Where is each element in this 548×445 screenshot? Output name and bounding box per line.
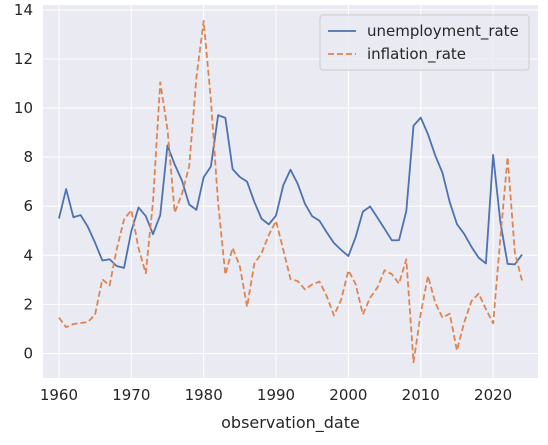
y-tick-label: 8 xyxy=(23,148,33,166)
y-tick-label: 2 xyxy=(23,295,33,313)
x-tick-label: 1970 xyxy=(112,386,150,404)
legend-label-inflation-rate: inflation_rate xyxy=(367,45,466,64)
x-tick-label: 2010 xyxy=(402,386,440,404)
legend-label-unemployment-rate: unemployment_rate xyxy=(367,22,519,41)
series-line-inflation-rate xyxy=(58,20,523,364)
x-tick-label: 2020 xyxy=(474,386,512,404)
x-tick-label: 1980 xyxy=(185,386,223,404)
legend-box xyxy=(319,14,530,71)
x-axis-title: observation_date xyxy=(221,413,360,433)
y-tick-label: 6 xyxy=(23,197,33,215)
x-tick-label: 1960 xyxy=(40,386,78,404)
y-tick-label: 14 xyxy=(14,1,33,19)
tick-labels: 1960 1970 1980 1990 2000 2010 2020 0 2 4 6 8 10 12 14 xyxy=(14,1,512,404)
series-line-unemployment-rate xyxy=(58,114,523,269)
x-tick-label: 1990 xyxy=(257,386,295,404)
y-tick-label: 4 xyxy=(23,246,33,264)
series-lines xyxy=(58,20,523,364)
y-tick-label: 10 xyxy=(14,99,33,117)
y-tick-label: 12 xyxy=(14,50,33,68)
y-tick-label: 0 xyxy=(23,344,33,362)
x-tick-label: 2000 xyxy=(329,386,367,404)
legend: unemployment_rate inflation_rate xyxy=(319,14,530,71)
grid-lines xyxy=(43,5,538,378)
